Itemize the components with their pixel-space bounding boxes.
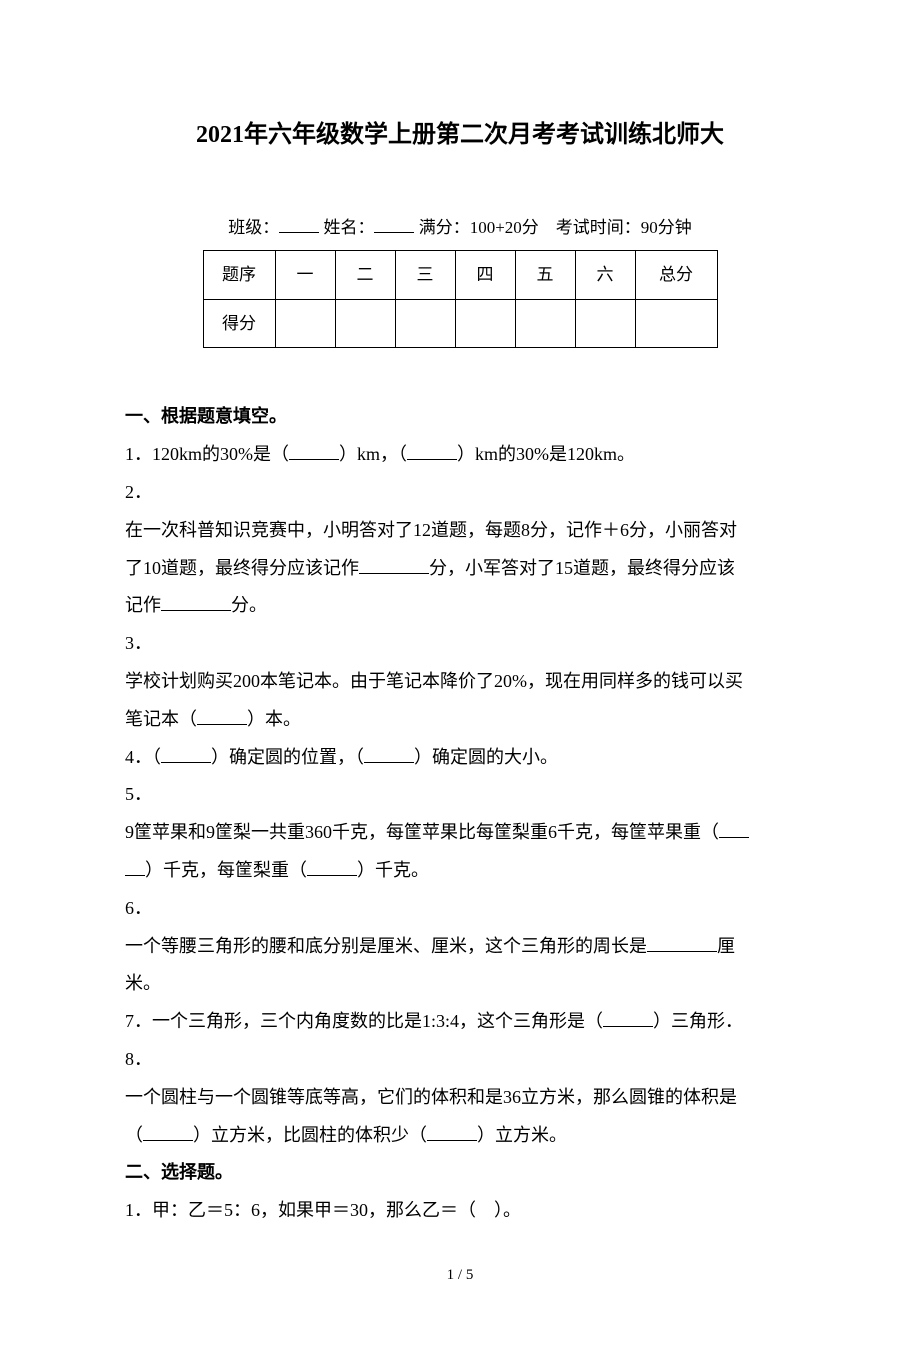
q3-text-b: ）本。 [247,709,301,729]
table-cell-header-3: 三 [395,251,455,300]
table-row: 题序 一 二 三 四 五 六 总分 [203,251,717,300]
q7-blank-1 [603,1009,653,1027]
q2-blank-2 [161,593,231,611]
fullmarks-label: 满分：100+20分 [419,218,539,237]
class-blank [279,216,319,233]
question-2-line3: 记作 分。 [125,587,795,625]
question-3-line2: 笔记本（ ）本。 [125,701,795,739]
q4-text-b: ）确定圆的位置，（ [211,747,364,767]
q1-text-c: ）km的30%是120km。 [457,444,635,464]
q5-blank-2 [307,858,357,876]
score-table: 题序 一 二 三 四 五 六 总分 得分 [203,250,718,348]
q3-blank-1 [197,707,247,725]
table-cell-score-label: 得分 [203,299,275,348]
name-label: 姓名： [323,218,374,237]
q2-text-c: 记作 [125,595,161,615]
table-cell-score-4 [455,299,515,348]
q6-blank-1 [647,934,717,952]
table-cell-header-seq: 题序 [203,251,275,300]
q3-text-a: 笔记本（ [125,709,197,729]
table-cell-score-total [635,299,717,348]
table-row: 得分 [203,299,717,348]
q1-text-b: ）km，（ [339,444,407,464]
table-cell-score-1 [275,299,335,348]
question-7: 7．一个三角形，三个内角度数的比是1:3:4，这个三角形是（ ）三角形． [125,1003,795,1041]
question-8-line2: （ ）立方米，比圆柱的体积少（ ）立方米。 [125,1117,795,1155]
question-2-line2: 了10道题，最终得分应该记作 分，小军答对了15道题，最终得分应该 [125,550,795,588]
q8-text-c: ）立方米。 [477,1125,567,1145]
q8-text-a: （ [125,1125,143,1145]
q4-blank-2 [364,745,414,763]
table-cell-header-2: 二 [335,251,395,300]
q7-text-b: ）三角形． [653,1011,743,1031]
q5-text-a: 9筐苹果和9筐梨一共重360千克，每筐苹果比每筐梨重6千克，每筐苹果重（ [125,822,719,842]
q5-text-c: ）千克。 [357,860,429,880]
q4-text-a: 4．（ [125,747,161,767]
page-number: 1 / 5 [125,1260,795,1292]
class-label: 班级： [228,218,279,237]
q4-text-c: ）确定圆的大小。 [414,747,558,767]
q2-text-b: 分，小军答对了15道题，最终得分应该 [429,558,735,578]
question-2-line1: 在一次科普知识竞赛中，小明答对了12道题，每题8分，记作＋6分，小丽答对 [125,512,795,550]
question-2-num: 2． [125,474,795,512]
question-4: 4．（ ）确定圆的位置，（ ）确定圆的大小。 [125,739,795,777]
question-3-num: 3． [125,625,795,663]
q1-blank-2 [407,442,457,460]
q6-text-a: 一个等腰三角形的腰和底分别是厘米、厘米，这个三角形的周长是 [125,936,647,956]
section2-q1: 1．甲：乙＝5：6，如果甲＝30，那么乙＝（ ）。 [125,1192,795,1230]
question-8-num: 8． [125,1041,795,1079]
q8-blank-2 [427,1123,477,1141]
table-cell-score-5 [515,299,575,348]
question-8-line1: 一个圆柱与一个圆锥等底等高，它们的体积和是36立方米，那么圆锥的体积是 [125,1079,795,1117]
section2-heading: 二、选择题。 [125,1154,795,1192]
table-cell-header-1: 一 [275,251,335,300]
question-5-num: 5． [125,776,795,814]
section1-heading: 一、根据题意填空。 [125,398,795,436]
q5-blank-1a [719,820,749,838]
q4-blank-1 [161,745,211,763]
time-label: 考试时间：90分钟 [556,218,692,237]
q6-text-b: 厘 [717,936,735,956]
table-cell-score-3 [395,299,455,348]
q2-text-d: 分。 [231,595,267,615]
q5-blank-1b [125,858,145,876]
q1-text-a: 1．120km的30%是（ [125,444,289,464]
table-cell-header-5: 五 [515,251,575,300]
exam-info-line: 班级： 姓名： 满分：100+20分 考试时间：90分钟 [125,210,795,246]
table-cell-score-6 [575,299,635,348]
q2-text-a: 了10道题，最终得分应该记作 [125,558,359,578]
q1-blank-1 [289,442,339,460]
name-blank [374,216,414,233]
q2-blank-1 [359,556,429,574]
table-cell-header-total: 总分 [635,251,717,300]
exam-title: 2021年六年级数学上册第二次月考考试训练北师大 [125,110,795,160]
question-1: 1．120km的30%是（ ）km，（ ）km的30%是120km。 [125,436,795,474]
question-6-line2: 米。 [125,965,795,1003]
table-cell-header-4: 四 [455,251,515,300]
table-cell-score-2 [335,299,395,348]
question-5-line1: 9筐苹果和9筐梨一共重360千克，每筐苹果比每筐梨重6千克，每筐苹果重（ [125,814,795,852]
q7-text-a: 7．一个三角形，三个内角度数的比是1:3:4，这个三角形是（ [125,1011,603,1031]
question-6-num: 6． [125,890,795,928]
question-6-line1: 一个等腰三角形的腰和底分别是厘米、厘米，这个三角形的周长是 厘 [125,928,795,966]
question-3-line1: 学校计划购买200本笔记本。由于笔记本降价了20%，现在用同样多的钱可以买 [125,663,795,701]
q5-text-b: ）千克，每筐梨重（ [145,860,307,880]
question-5-line2: ）千克，每筐梨重（ ）千克。 [125,852,795,890]
table-cell-header-6: 六 [575,251,635,300]
q8-blank-1 [143,1123,193,1141]
q8-text-b: ）立方米，比圆柱的体积少（ [193,1125,427,1145]
